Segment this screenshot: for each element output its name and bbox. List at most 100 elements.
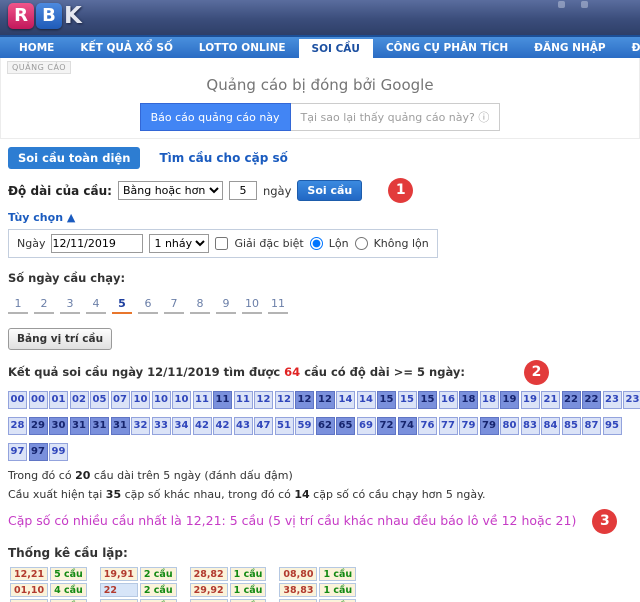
cau-number[interactable]: 42 — [213, 417, 232, 435]
nav-item-4[interactable]: CÔNG CỤ PHÂN TÍCH — [385, 42, 509, 54]
cau-number[interactable]: 10 — [151, 391, 171, 409]
cau-number[interactable]: 07 — [110, 391, 130, 409]
cau-number[interactable]: 14 — [356, 391, 376, 409]
length-value-input[interactable] — [228, 181, 257, 200]
cau-number[interactable]: 62 — [315, 417, 335, 435]
run-day-11[interactable]: 11 — [268, 297, 288, 314]
cau-number[interactable]: 95 — [602, 417, 622, 435]
cau-number[interactable]: 72 — [377, 417, 396, 435]
cau-number[interactable]: 22 — [561, 391, 581, 409]
cau-number[interactable]: 69 — [356, 417, 376, 435]
cau-number[interactable]: 87 — [582, 417, 601, 435]
cau-number[interactable]: 83 — [520, 417, 540, 435]
run-day-4[interactable]: 4 — [86, 297, 106, 314]
cau-number[interactable]: 11 — [213, 391, 232, 409]
khong-lon-radio[interactable] — [354, 237, 368, 250]
site-logo[interactable]: R B K — [8, 3, 82, 29]
length-mode-select[interactable]: Bằng hoặc hơn — [117, 181, 223, 200]
cau-number[interactable]: 23 — [602, 391, 622, 409]
run-day-5[interactable]: 5 — [112, 297, 132, 314]
cau-number[interactable]: 43 — [233, 417, 253, 435]
cau-number[interactable]: 30 — [49, 417, 68, 435]
cau-number[interactable]: 15 — [418, 391, 437, 409]
special-prize-label[interactable]: Giải đặc biệt — [234, 237, 304, 250]
cau-number[interactable]: 31 — [110, 417, 130, 435]
cau-number[interactable]: 79 — [459, 417, 478, 435]
cau-number[interactable]: 10 — [131, 391, 150, 409]
nav-item-3[interactable]: SOI CẦU — [298, 39, 373, 67]
nav-item-2[interactable]: LOTTO ONLINE — [198, 42, 286, 54]
lon-label[interactable]: Lộn — [328, 237, 349, 250]
cau-number[interactable]: 05 — [90, 391, 109, 409]
cau-number[interactable]: 47 — [254, 417, 273, 435]
khong-lon-label[interactable]: Không lộn — [373, 237, 429, 250]
cau-number[interactable]: 34 — [172, 417, 191, 435]
run-day-3[interactable]: 3 — [60, 297, 80, 314]
nhay-select[interactable]: 1 nháy — [149, 234, 210, 253]
cau-number[interactable]: 84 — [541, 417, 560, 435]
cau-number[interactable]: 18 — [459, 391, 478, 409]
cau-number[interactable]: 11 — [192, 391, 212, 409]
cau-number[interactable]: 02 — [69, 391, 89, 409]
cau-number[interactable]: 65 — [336, 417, 355, 435]
cau-number[interactable]: 76 — [418, 417, 437, 435]
cau-number[interactable]: 51 — [274, 417, 294, 435]
position-table-button[interactable]: Bảng vị trí cầu — [8, 328, 113, 350]
run-day-6[interactable]: 6 — [138, 297, 158, 314]
cau-number[interactable]: 22 — [582, 391, 601, 409]
date-input[interactable] — [51, 234, 144, 253]
cau-number[interactable]: 10 — [172, 391, 191, 409]
run-day-1[interactable]: 1 — [8, 297, 28, 314]
cau-number[interactable]: 14 — [336, 391, 355, 409]
cau-number[interactable]: 12 — [274, 391, 294, 409]
cau-number[interactable]: 29 — [28, 417, 48, 435]
cau-number[interactable]: 12 — [295, 391, 314, 409]
lon-radio[interactable] — [309, 237, 323, 250]
run-day-9[interactable]: 9 — [216, 297, 236, 314]
cau-number[interactable]: 00 — [8, 391, 27, 409]
tab-tim-cau-cho-cap-so[interactable]: Tìm cầu cho cặp số — [159, 151, 288, 165]
run-day-7[interactable]: 7 — [164, 297, 184, 314]
cau-number[interactable]: 21 — [541, 391, 560, 409]
cau-number[interactable]: 16 — [438, 391, 458, 409]
cau-number[interactable]: 15 — [377, 391, 396, 409]
tab-soi-cau-toan-dien[interactable]: Soi cầu toàn diện — [8, 147, 141, 169]
soi-cau-button[interactable]: Soi cầu — [297, 180, 363, 201]
cau-number[interactable]: 01 — [49, 391, 68, 409]
run-day-2[interactable]: 2 — [34, 297, 54, 314]
why-ad-button[interactable]: Tại sao lại thấy quảng cáo này? ⓘ — [290, 103, 501, 131]
cau-number[interactable]: 97 — [8, 443, 27, 461]
cau-number[interactable]: 28 — [8, 417, 27, 435]
cau-number[interactable]: 42 — [192, 417, 212, 435]
cau-number[interactable]: 18 — [479, 391, 499, 409]
cau-number[interactable]: 77 — [438, 417, 458, 435]
cau-number[interactable]: 74 — [397, 417, 417, 435]
nav-item-6[interactable]: ĐĂNG KÝ — [631, 42, 640, 54]
cau-number[interactable]: 33 — [151, 417, 171, 435]
options-toggle-link[interactable]: Tùy chọn ▲ — [8, 211, 76, 224]
cau-number[interactable]: 12 — [315, 391, 335, 409]
special-prize-checkbox[interactable] — [215, 237, 229, 250]
cau-number[interactable]: 19 — [520, 391, 540, 409]
nav-item-0[interactable]: HOME — [19, 42, 55, 54]
cau-number[interactable]: 19 — [500, 391, 519, 409]
nav-item-5[interactable]: ĐĂNG NHẬP — [534, 42, 606, 54]
cau-number[interactable]: 80 — [500, 417, 519, 435]
cau-number[interactable]: 15 — [397, 391, 417, 409]
cau-number[interactable]: 23 — [623, 391, 640, 409]
cau-number[interactable]: 85 — [561, 417, 581, 435]
run-day-8[interactable]: 8 — [190, 297, 210, 314]
cau-number[interactable]: 59 — [295, 417, 314, 435]
cau-number[interactable]: 97 — [28, 443, 48, 461]
cau-number[interactable]: 32 — [131, 417, 150, 435]
cau-number[interactable]: 31 — [90, 417, 109, 435]
cau-number[interactable]: 31 — [69, 417, 89, 435]
cau-number[interactable]: 79 — [479, 417, 499, 435]
report-ad-button[interactable]: Báo cáo quảng cáo này — [139, 103, 291, 131]
cau-number[interactable]: 00 — [28, 391, 48, 409]
cau-number[interactable]: 11 — [233, 391, 253, 409]
cau-number[interactable]: 12 — [254, 391, 273, 409]
cau-number[interactable]: 99 — [49, 443, 68, 461]
nav-item-1[interactable]: KẾT QUẢ XỔ SỐ — [80, 42, 173, 54]
run-day-10[interactable]: 10 — [242, 297, 262, 314]
